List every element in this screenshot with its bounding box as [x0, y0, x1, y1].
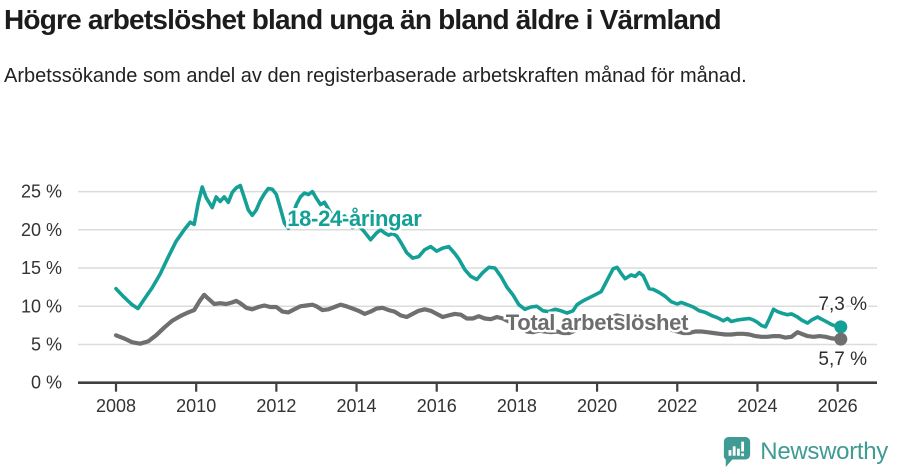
series-line-total-arbetsloshet: [113, 292, 843, 346]
y-tick-label: 5 %: [31, 334, 62, 354]
end-value-label-18-24-aringar: 7,3 %: [818, 294, 867, 315]
footer-brand[interactable]: Newsworthy: [722, 435, 888, 468]
series-label-total-arbetsloshet: Total arbetslöshet: [506, 310, 689, 335]
page-subtitle: Arbetssökande som andel av den registerb…: [4, 65, 747, 87]
y-tick-label: 10 %: [21, 296, 62, 316]
y-tick-label: 25 %: [21, 182, 62, 202]
x-tick-label: 2010: [176, 396, 216, 416]
brand-name: Newsworthy: [760, 437, 888, 465]
series-end-dot-total-arbetsloshet: [834, 332, 848, 346]
y-tick-label: 15 %: [21, 258, 62, 278]
x-tick-label: 2012: [256, 396, 296, 416]
x-tick-label: 2022: [657, 396, 697, 416]
x-tick-label: 2018: [497, 396, 537, 416]
x-tick-label: 2016: [417, 396, 457, 416]
x-tick-label: 2026: [818, 396, 858, 416]
y-tick-label: 0 %: [31, 373, 62, 393]
end-value-label-total-arbetsloshet: 5,7 %: [818, 349, 867, 370]
newsworthy-logo-icon: [724, 436, 751, 467]
series-label-18-24-aringar: 18-24-åringar: [287, 206, 422, 231]
x-tick-label: 2008: [96, 396, 136, 416]
series-end-dot-18-24-aringar: [834, 320, 848, 334]
x-tick-label: 2024: [737, 396, 777, 416]
x-tick-label: 2014: [337, 396, 377, 416]
series-line-18-24-aringar: [114, 183, 843, 329]
y-tick-label: 20 %: [21, 220, 62, 240]
page-title: Högre arbetslöshet bland unga än bland ä…: [4, 4, 722, 35]
x-tick-label: 2020: [577, 396, 617, 416]
